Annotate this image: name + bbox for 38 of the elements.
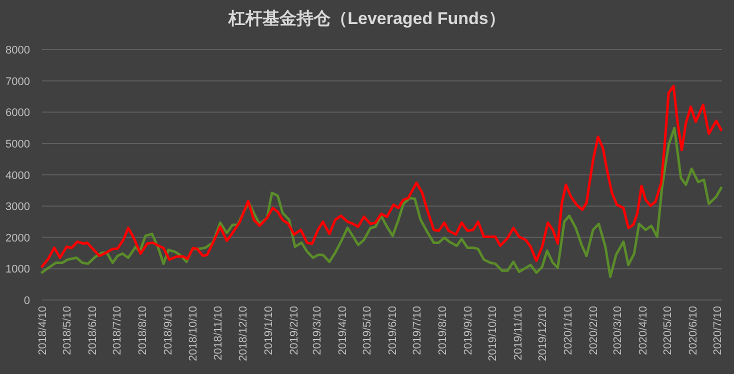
x-tick-label: 2019/9/10	[462, 306, 474, 355]
x-tick-label: 2018/11/10	[212, 306, 225, 360]
x-tick-label: 2019/5/10	[361, 306, 374, 355]
y-tick-label: 8000	[6, 44, 30, 56]
x-tick-label: 2018/6/10	[87, 306, 100, 355]
y-tick-label: 2000	[6, 232, 30, 244]
x-tick-label: 2018/10/10	[187, 306, 200, 362]
x-tick-label: 2018/5/10	[62, 306, 74, 355]
x-tick-label: 2019/11/10	[512, 306, 525, 360]
y-tick-label: 1000	[6, 264, 30, 276]
x-tick-label: 2019/6/10	[386, 306, 399, 355]
x-tick-label: 2020/5/10	[662, 306, 674, 355]
y-tick-label: 3000	[6, 201, 30, 214]
x-tick-label: 2019/2/10	[288, 306, 300, 355]
x-tick-label: 2020/1/10	[562, 306, 575, 355]
x-tick-label: 2018/8/10	[137, 306, 150, 355]
y-tick-label: 7000	[6, 76, 30, 88]
y-tick-label: 0	[24, 295, 30, 307]
x-tick-label: 2019/3/10	[311, 306, 324, 355]
x-tick-label: 2018/12/10	[237, 306, 250, 362]
x-tick-label: 2020/3/10	[612, 306, 624, 355]
chart-title: 杠杆基金持仓（Leveraged Funds）	[228, 9, 506, 28]
x-tick-label: 2019/8/10	[436, 306, 449, 355]
y-tick-label: 6000	[6, 107, 30, 120]
x-tick-label: 2019/10/10	[487, 306, 500, 362]
x-tick-label: 2019/12/10	[537, 306, 550, 362]
x-tick-label: 2020/6/10	[687, 306, 700, 355]
x-tick-label: 2018/7/10	[112, 306, 124, 355]
x-tick-label: 2019/1/10	[262, 306, 275, 355]
x-tick-label: 2019/4/10	[336, 306, 349, 355]
y-tick-label: 5000	[6, 138, 30, 150]
x-tick-label: 2019/7/10	[411, 306, 424, 355]
x-tick-label: 2020/4/10	[637, 306, 650, 355]
x-tick-label: 2018/9/10	[162, 306, 175, 355]
y-tick-label: 4000	[6, 170, 30, 182]
x-tick-label: 2018/4/10	[37, 306, 49, 355]
x-tick-label: 2020/7/10	[712, 306, 724, 355]
x-tick-label: 2020/2/10	[588, 306, 600, 355]
